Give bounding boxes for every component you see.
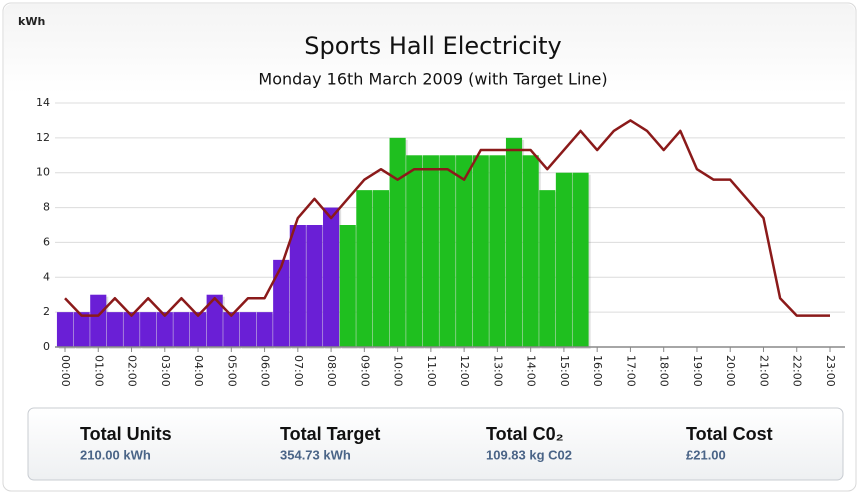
y-tick-label: 14: [36, 96, 50, 109]
x-tick-label: 05:00: [225, 355, 238, 387]
bar: [289, 225, 306, 347]
y-tick-label: 4: [43, 270, 50, 283]
y-tick-label: 10: [36, 166, 50, 179]
x-tick-label: 16:00: [591, 355, 604, 387]
summary: Total Units 210.00 kWh Total Target 354.73 …: [80, 424, 773, 463]
bar: [323, 207, 340, 347]
x-tick-label: 01:00: [92, 355, 105, 387]
bar: [140, 312, 157, 347]
bar: [456, 155, 473, 347]
x-tick-label: 06:00: [259, 355, 272, 387]
x-tick-label: 07:00: [292, 355, 305, 387]
bar: [572, 172, 589, 347]
target-line: [64, 119, 830, 317]
stat-value: 210.00 kWh: [80, 447, 151, 462]
x-tick-label: 15:00: [558, 355, 571, 387]
x-tick-label: 11:00: [425, 355, 438, 387]
x-tick-label: 13:00: [491, 355, 504, 387]
x-tick-label: 10:00: [392, 355, 405, 387]
y-tick-label: 6: [43, 235, 50, 248]
y-tick-label: 8: [43, 201, 50, 214]
bar: [372, 190, 390, 347]
stat-value: 109.83 kg C02: [486, 447, 572, 462]
y-tick-label: 0: [43, 340, 50, 353]
plot-area: 0 2 4 6 8 10 12 14 00:00 01:00 02:00 03:00 04:00 05:0…: [36, 96, 845, 387]
bar: [339, 225, 356, 347]
bar: [106, 312, 123, 347]
x-tick-label: 04:00: [192, 355, 205, 387]
bar: [406, 155, 423, 347]
y-tick-label: 12: [36, 131, 50, 144]
panel-header: [4, 4, 855, 94]
x-tick-label: 21:00: [757, 355, 770, 387]
bar: [123, 312, 140, 347]
stat-value: 354.73 kWh: [280, 447, 351, 462]
stat-label: Total Cost: [686, 424, 773, 444]
bar: [306, 225, 323, 347]
y-tick-label: 2: [43, 305, 50, 318]
bar: [239, 312, 256, 347]
x-tick-label: 18:00: [658, 355, 671, 387]
stat-label: Total Target: [280, 424, 380, 444]
bar: [206, 294, 223, 347]
bar: [472, 155, 489, 347]
stat-label: Total Units: [80, 424, 172, 444]
bar: [73, 312, 90, 347]
bar: [555, 172, 572, 347]
bar: [173, 312, 190, 347]
bar: [273, 259, 290, 347]
x-tick-label: 02:00: [126, 355, 139, 387]
summary-box: [27, 407, 844, 481]
bar: [422, 155, 439, 347]
x-tick-label: 14:00: [525, 355, 538, 387]
bar: [489, 155, 506, 347]
x-tick-label: 20:00: [724, 355, 737, 387]
chart-title: Sports Hall Electricity: [304, 32, 562, 60]
bar: [223, 312, 240, 347]
x-tick-label: 23:00: [824, 355, 837, 387]
x-tick-label: 19:00: [691, 355, 704, 387]
bar: [539, 190, 556, 347]
x-tick-label: 03:00: [159, 355, 172, 387]
bar: [356, 190, 373, 347]
x-tick-label: 08:00: [325, 355, 338, 387]
bar: [522, 155, 539, 347]
bar: [439, 155, 456, 347]
bar: [189, 312, 207, 347]
x-tick-label: 00:00: [59, 355, 72, 387]
bar: [90, 294, 107, 347]
x-tick-label: 09:00: [358, 355, 371, 387]
bar: [56, 312, 74, 347]
bar: [256, 312, 273, 347]
x-tick-label: 17:00: [624, 355, 637, 387]
bar: [505, 137, 523, 347]
stat-label: Total C0₂: [486, 424, 564, 444]
y-axis-label: kWh: [18, 15, 45, 28]
stat-value: £21.00: [686, 447, 726, 462]
x-tick-label: 12:00: [458, 355, 471, 387]
x-tick-label: 22:00: [791, 355, 804, 387]
bar: [389, 137, 406, 347]
chart-subtitle: Monday 16th March 2009 (with Target Line…: [258, 70, 607, 89]
bar: [156, 312, 173, 347]
